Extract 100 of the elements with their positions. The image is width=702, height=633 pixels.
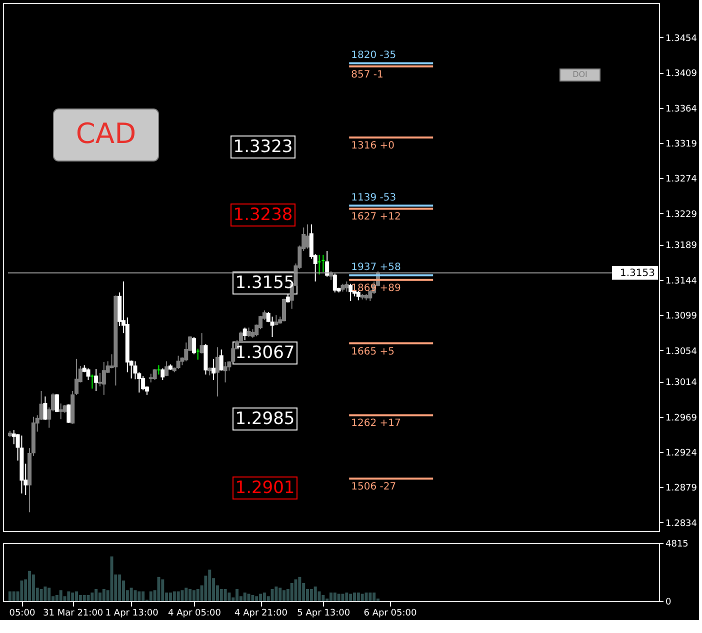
bar [138,591,141,601]
bar [71,592,74,601]
bar [360,594,364,601]
bar [86,594,90,601]
annotation: 1.3067 [235,343,295,363]
bar [255,596,258,601]
annotation: 1.2985 [235,409,295,429]
candlestick [325,250,330,278]
bar [32,574,35,601]
annotation: 1.3323 [233,137,293,157]
bar [352,592,356,601]
bar [192,590,196,601]
candlestick [43,396,48,420]
bar [102,588,106,601]
x-tick-label: 05:00 [9,608,36,618]
annotation: 1316 +0 [351,140,394,152]
bar [208,570,212,601]
bar [40,588,43,601]
bar [274,586,278,601]
bar [330,592,332,601]
bar [236,588,239,601]
bar [130,588,133,601]
bar [224,588,227,601]
candlestick [223,362,228,383]
bar [220,588,223,601]
bar [110,556,114,601]
bar [372,592,376,601]
bar [20,580,24,601]
y-tick-label: 1.3099 [666,312,698,322]
ref-line-label: 1.3153 [620,268,655,279]
bar [259,594,262,601]
y-tick-label: 1.3144 [666,276,698,286]
annotation: 1139 -53 [351,192,396,204]
bar [8,591,12,601]
y-tick-label: 1.2879 [666,484,698,494]
bar [368,592,372,601]
candlestick [86,368,90,381]
bar [337,594,340,601]
candlestick [238,331,243,345]
y-tick-label: 1.2924 [666,448,698,458]
y-tick-label: 1.3189 [666,241,698,252]
y-tick-label: 1.3054 [666,346,698,357]
bar [28,570,32,601]
candlestick [94,368,98,392]
bar [149,591,152,601]
candlestick [282,298,286,322]
candlestick [212,358,216,381]
bar [118,574,122,601]
bar [180,590,184,601]
bar [341,594,344,601]
annotation: 1506 -27 [351,482,396,493]
candlestick [306,224,310,250]
candlestick [152,368,157,381]
bar [78,594,82,601]
candlestick [348,283,353,302]
annotation: 1665 +5 [351,346,394,358]
candlestick [164,360,169,377]
annotation: CAD [76,117,136,150]
candlestick [160,368,165,381]
bar [48,588,51,601]
x-tick-label: 5 Apr 13:00 [297,608,350,618]
candlestick [176,355,180,370]
y-tick-label: 1.3229 [666,210,698,220]
candlestick [141,376,146,391]
y-tick-label: 0 [666,598,672,608]
bar [349,594,352,601]
bar [134,590,137,601]
y-tick-label: 1.3364 [666,104,698,114]
bar [184,588,188,601]
annotation: 1820 -35 [351,50,396,62]
y-tick-label: 1.3274 [666,174,698,185]
y-tick-label: 1.2834 [666,518,698,529]
annotation: DOI [572,70,588,79]
bar [98,592,102,601]
bar [310,588,313,601]
y-tick-label: 1.2969 [666,413,698,424]
bar [176,591,180,601]
candlestick [192,336,196,355]
bar [59,590,62,601]
bar [161,579,164,601]
bar [196,588,200,601]
candlestick [344,280,349,292]
bar [247,594,250,601]
bar [90,592,94,601]
bar [82,594,86,601]
annotation: 857 -1 [351,69,384,80]
bar [282,590,286,601]
bar [44,586,47,601]
bar [298,576,302,601]
candlestick [332,273,337,293]
candlestick [58,403,63,420]
annotation: 1.3155 [235,273,295,293]
bar [172,591,176,601]
bar [270,588,274,601]
bar [12,591,16,601]
bar [188,588,192,601]
annotation: 1262 +17 [351,418,401,430]
bar [364,592,368,601]
bar [168,592,172,601]
bar [142,591,145,601]
